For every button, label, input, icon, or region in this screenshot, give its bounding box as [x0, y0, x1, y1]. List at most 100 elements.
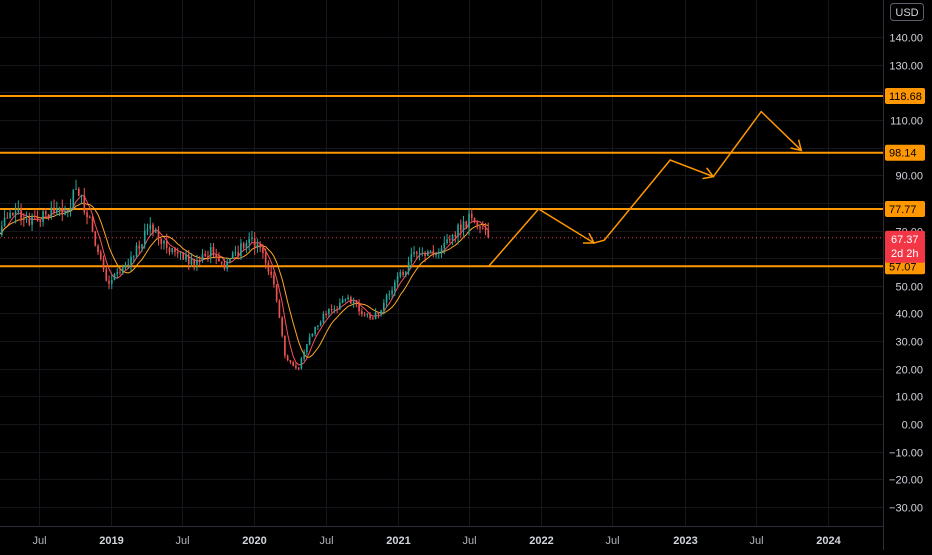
candle: [322, 311, 325, 324]
candle-body: [358, 302, 360, 312]
candle-body: [251, 238, 253, 240]
candle-body: [465, 221, 468, 229]
candle: [108, 275, 110, 290]
candle: [171, 247, 174, 255]
candle: [3, 210, 6, 227]
candle-body: [127, 264, 130, 266]
y-tick-label: 110.00: [890, 116, 923, 128]
time-axis[interactable]: Jul 2019 Jul 2020 Jul 2021 Jul 2022 Jul 2023 Jul 20…: [32, 535, 841, 547]
candle-body: [55, 209, 58, 213]
candle: [42, 209, 44, 227]
candle-body: [487, 229, 490, 238]
candle: [9, 209, 11, 219]
candle-body: [275, 284, 278, 301]
candle-body: [1, 226, 3, 235]
candle: [31, 213, 33, 231]
candle: [352, 297, 355, 308]
candle: [50, 201, 53, 220]
candle-body: [66, 209, 69, 213]
x-tick-label: Jul: [462, 535, 476, 547]
candle-body: [481, 228, 484, 230]
candle: [1, 220, 3, 237]
candle: [160, 238, 163, 250]
y-tick-label: 40.00: [895, 309, 923, 321]
candle-body: [380, 310, 382, 315]
candle: [264, 248, 267, 269]
candle: [110, 274, 113, 289]
horizontal-levels[interactable]: [0, 94, 883, 268]
candle: [174, 247, 176, 257]
candle-body: [149, 224, 152, 230]
candle-body: [28, 218, 31, 225]
candle: [75, 179, 77, 190]
x-tick-label: Jul: [605, 535, 619, 547]
candle-body: [297, 367, 300, 369]
candle: [347, 294, 349, 301]
candle-body: [325, 313, 327, 315]
candle-body: [372, 318, 374, 320]
candle: [242, 241, 245, 251]
candle: [121, 264, 124, 275]
y-tick-label: 0.00: [902, 420, 923, 432]
candle-body: [459, 224, 462, 230]
candle: [361, 308, 363, 317]
candle: [223, 258, 226, 271]
candle: [448, 234, 451, 244]
candle: [83, 187, 86, 215]
candle: [135, 242, 138, 258]
candlesticks[interactable]: [0, 179, 490, 371]
candle: [28, 212, 31, 227]
level-tag-bg: [885, 144, 925, 161]
candle: [314, 326, 316, 337]
candle-body: [231, 252, 234, 259]
candle-body: [229, 258, 231, 262]
candle-body: [350, 297, 352, 304]
candle-body: [410, 253, 413, 262]
candle-body: [435, 253, 437, 256]
candle-body: [454, 234, 457, 237]
candle-body: [437, 252, 440, 254]
candle: [369, 312, 371, 320]
currency-button[interactable]: USD: [890, 3, 924, 21]
candle-body: [402, 272, 404, 275]
candle-body: [6, 217, 9, 219]
candle-body: [328, 308, 330, 314]
candle-body: [256, 244, 259, 248]
candle: [20, 203, 22, 226]
level-tag-bg: [885, 87, 925, 104]
candle-body: [108, 280, 110, 284]
candle-body: [226, 261, 229, 269]
candle-body: [88, 217, 91, 219]
candle: [278, 299, 281, 319]
y-tick-label: −30.00: [889, 503, 923, 515]
candle: [113, 272, 116, 281]
candle: [127, 258, 130, 269]
candle: [237, 245, 240, 260]
candle-body: [113, 274, 116, 281]
candle: [457, 223, 459, 245]
candle: [481, 221, 484, 230]
candle: [226, 258, 229, 272]
candle: [132, 255, 135, 264]
candle-body: [347, 297, 349, 300]
candle: [17, 200, 20, 215]
candle-body: [165, 240, 168, 248]
x-tick-label: Jul: [175, 535, 189, 547]
candle-body: [77, 188, 80, 196]
candle: [196, 254, 198, 271]
y-tick-label: −10.00: [889, 448, 923, 460]
level-tag-label: 77.77: [889, 204, 917, 216]
candle: [437, 248, 440, 259]
candle-body: [303, 352, 305, 359]
projection-path: [488, 110, 803, 267]
candle-body: [20, 208, 22, 219]
candle-body: [391, 290, 393, 294]
candle-body: [248, 239, 250, 244]
candle: [44, 207, 47, 217]
level-price-tags: 118.68 98.14 77.77 57.07: [885, 87, 925, 275]
candle: [468, 209, 470, 236]
level-tag-label: 57.07: [889, 261, 917, 273]
